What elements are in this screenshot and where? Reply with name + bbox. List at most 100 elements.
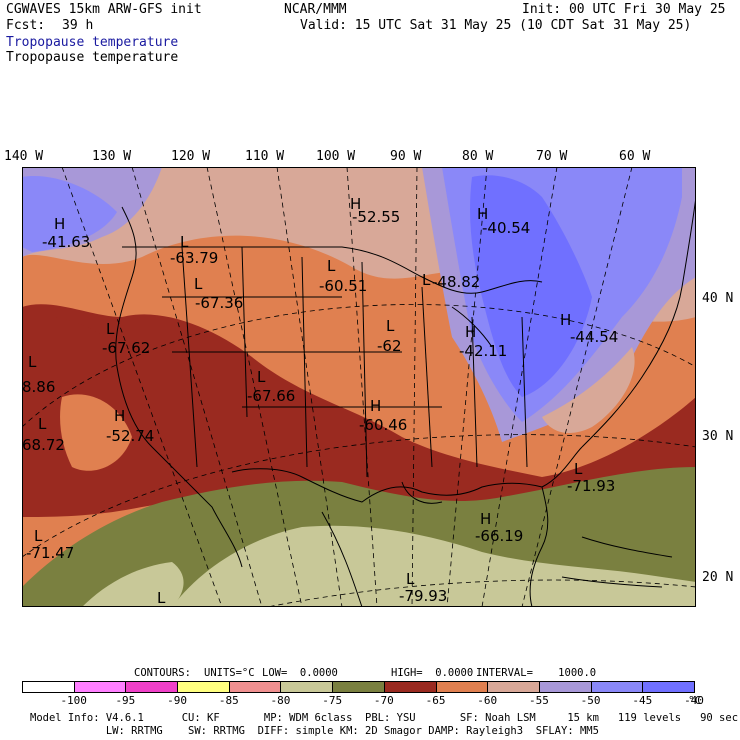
map-label-type: L <box>28 353 37 371</box>
map-label-type: L <box>157 589 166 607</box>
field-light-olive <box>172 525 696 607</box>
lon-label-140w: 140 W <box>4 149 44 164</box>
lon-label-120w: 120 W <box>171 149 211 164</box>
model-info-line-2: LW: RRTMG SW: RRTMG DIFF: simple KM: 2D … <box>30 725 599 737</box>
colorbar-swatch <box>280 681 334 693</box>
map-label-value: -71.93 <box>567 477 615 495</box>
map-label-type: H <box>370 397 381 415</box>
colorbar-swatch <box>590 681 644 693</box>
map-frame <box>22 167 696 607</box>
field-west-orange <box>60 394 132 471</box>
map-label-type: H <box>54 215 65 233</box>
map-label-value: -66.19 <box>475 527 523 545</box>
colorbar-swatch <box>228 681 282 693</box>
colorbar-label: -70 <box>373 694 394 707</box>
colorbar-label: -50 <box>580 694 601 707</box>
colorbar-swatch <box>435 681 489 693</box>
lat-label-20n: 20 N <box>702 570 734 585</box>
map-label-type: L <box>257 368 266 386</box>
field-dark-red-band <box>22 304 696 517</box>
field-title-secondary: Tropopause temperature <box>6 50 179 65</box>
colorbar-label: -80 <box>270 694 291 707</box>
model-title: CGWAVES 15km ARW-GFS init <box>6 2 202 17</box>
map-label-type: L <box>574 460 583 478</box>
map-label-type: L <box>194 275 203 293</box>
map-label-value: 68.72 <box>22 436 65 454</box>
valid-time: Valid: 15 UTC Sat 31 May 25 (10 CDT Sat … <box>300 18 692 33</box>
lon-label-60w: 60 W <box>619 149 651 164</box>
map-label-value: -52.74 <box>106 427 154 445</box>
contours-interval: INTERVAL= 1000.0 <box>476 667 597 679</box>
forecast-hour: 39 h <box>62 18 94 33</box>
model-info-line-1: Model Info: V4.6.1 CU: KF MP: WDM 6class… <box>30 712 739 724</box>
map-label-value: -41.63 <box>42 233 90 251</box>
lon-label-70w: 70 W <box>536 149 568 164</box>
field-nw-blue <box>22 176 117 252</box>
map-label-value: -40.54 <box>482 219 530 237</box>
map-label-type: H <box>465 323 476 341</box>
map-label-value: -67.66 <box>247 387 295 405</box>
map-label-value: -67.62 <box>102 339 150 357</box>
colorbar-label: -65 <box>425 694 446 707</box>
map-label-type: L <box>406 570 415 588</box>
colorbar-swatch <box>332 681 385 693</box>
map-label-value: -60.51 <box>319 277 367 295</box>
colorbar-swatch <box>125 681 179 693</box>
colorbar-swatch <box>538 681 592 693</box>
map-label-type: L <box>180 233 189 251</box>
colorbar-label: -45 <box>632 694 653 707</box>
map-label-type: H <box>560 311 571 329</box>
map-label-type: H <box>480 510 491 528</box>
colorbar-label: -90 <box>167 694 187 707</box>
contours-label: CONTOURS: <box>134 667 191 679</box>
lon-label-110w: 110 W <box>245 149 285 164</box>
map-label-value: -44.54 <box>570 328 618 346</box>
init-time: Init: 00 UTC Fri 30 May 25 <box>522 2 726 17</box>
lat-label-30n: 30 N <box>702 429 734 444</box>
map-label-type: L <box>106 320 115 338</box>
coastlines <box>115 196 696 607</box>
map-label-value: 8.86 <box>22 378 55 396</box>
map-label-type: L <box>38 415 47 433</box>
tropopause-temperature-map: H -41.63 L -63.79 L -67.36 L -67.62 L -6… <box>22 167 696 607</box>
map-label-type: L <box>34 527 43 545</box>
map-label-value: -42.11 <box>459 342 507 360</box>
forecast-label: Fcst: <box>6 18 46 33</box>
lon-label-90w: 90 W <box>390 149 422 164</box>
map-label-type: L <box>422 271 431 289</box>
colorbar-label: -75 <box>322 694 343 707</box>
map-label-type: H <box>114 407 125 425</box>
map-label-value: -63.79 <box>170 249 218 267</box>
colorbar-swatch <box>383 681 437 693</box>
map-label-type: L <box>386 317 395 335</box>
map-label-value: -62 <box>377 337 402 355</box>
colorbar-label: -40 <box>684 694 704 707</box>
lon-label-80w: 80 W <box>462 149 494 164</box>
colorbar-swatch <box>22 681 75 693</box>
colorbar-label: -100 <box>60 694 87 707</box>
field-ne-deep-blue <box>470 175 592 397</box>
lon-label-100w: 100 W <box>316 149 356 164</box>
colorbar-label: -85 <box>218 694 239 707</box>
colorbar-unit: °C <box>688 694 702 707</box>
map-label-type: L <box>327 257 336 275</box>
map-label-value: -48.82 <box>432 273 480 291</box>
contours-low: LOW= 0.0000 <box>262 667 338 679</box>
colorbar-label: -95 <box>115 694 136 707</box>
map-label-value: -52.55 <box>352 208 400 226</box>
map-label-value: -67.36 <box>195 294 243 312</box>
colorbar-label: -55 <box>528 694 549 707</box>
contours-high: HIGH= 0.0000 <box>391 667 474 679</box>
colorbar-swatch <box>487 681 540 693</box>
map-label-type: H <box>350 195 361 213</box>
org-label: NCAR/MMM <box>284 2 347 17</box>
contours-units: UNITS=°C <box>204 667 255 679</box>
map-label-value: -71.47 <box>26 544 74 562</box>
colorbar-swatch <box>177 681 230 693</box>
map-label-value: -60.46 <box>359 416 407 434</box>
colorbar-swatch <box>642 681 695 693</box>
field-title-primary: Tropopause temperature <box>6 35 179 50</box>
lat-label-40n: 40 N <box>702 291 734 306</box>
map-label-value: -79.93 <box>399 587 447 605</box>
colorbar-swatch <box>73 681 127 693</box>
